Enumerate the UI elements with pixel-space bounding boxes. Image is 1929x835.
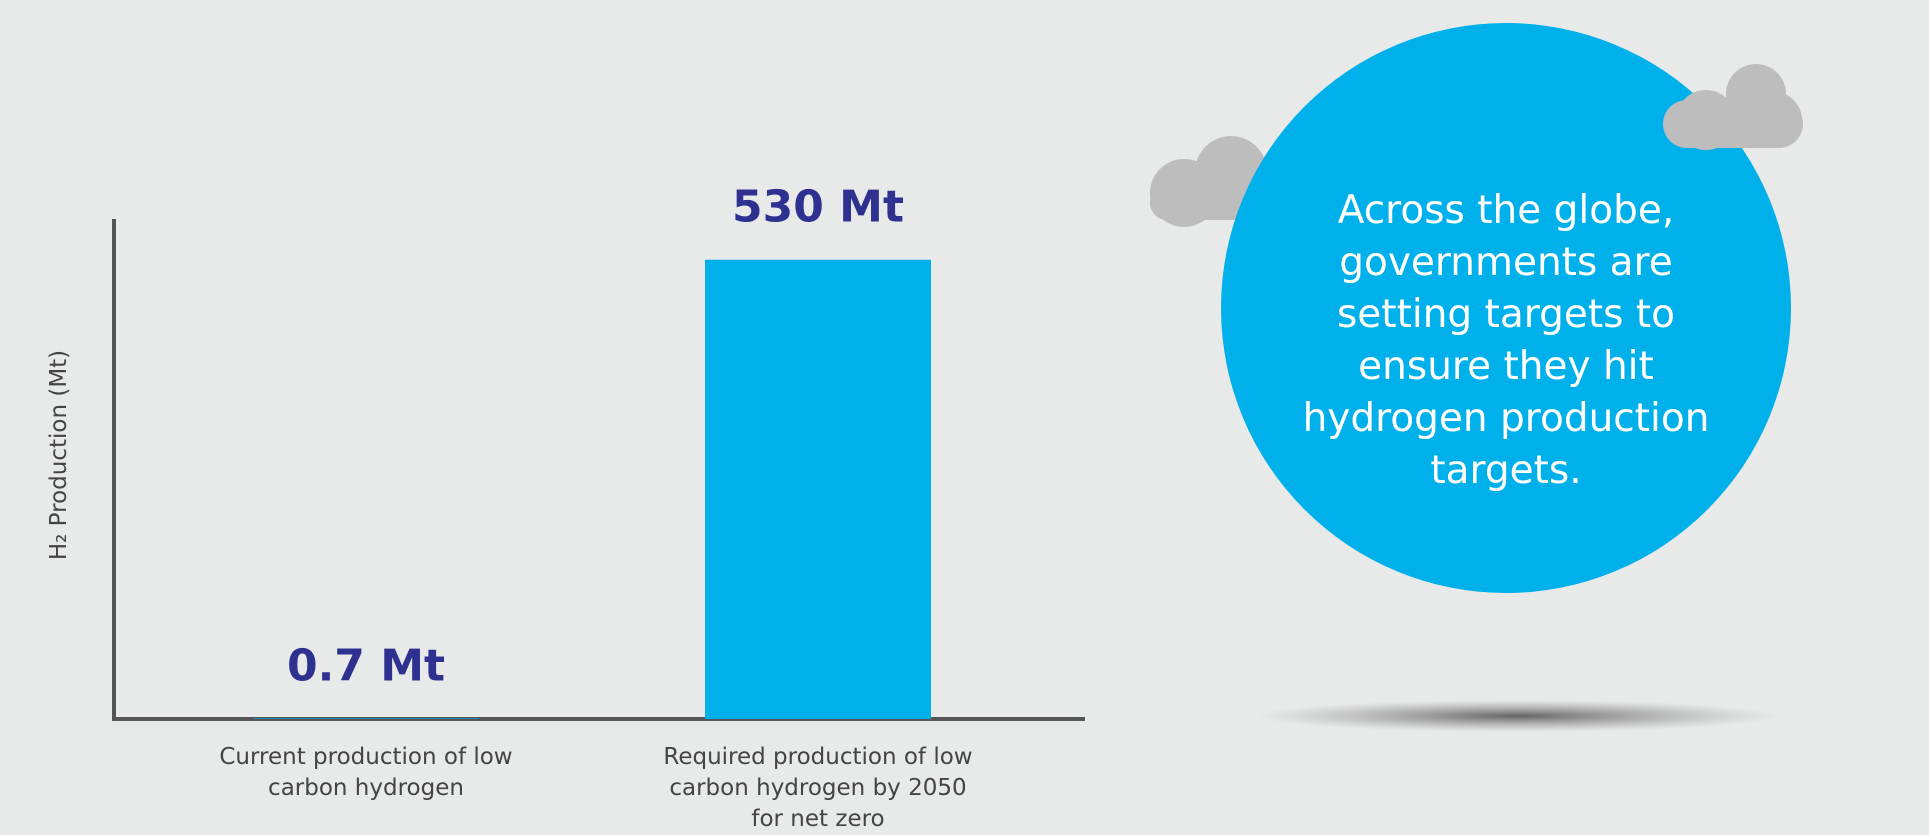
shadow [1257,700,1777,732]
value-label: 0.7 Mt [287,640,445,691]
bar [705,259,931,719]
bar [253,718,479,719]
cloud [1663,64,1803,150]
callout-text: Across the globe, governments are settin… [1302,188,1710,493]
value-label: 530 Mt [732,182,904,233]
callout-circle [1221,23,1791,593]
x-tick-label: Current production of low carbon hydroge… [219,744,513,801]
x-tick-label: Required production of low carbon hydrog… [663,744,973,832]
y-axis-label: H₂ Production (Mt) [46,350,72,560]
